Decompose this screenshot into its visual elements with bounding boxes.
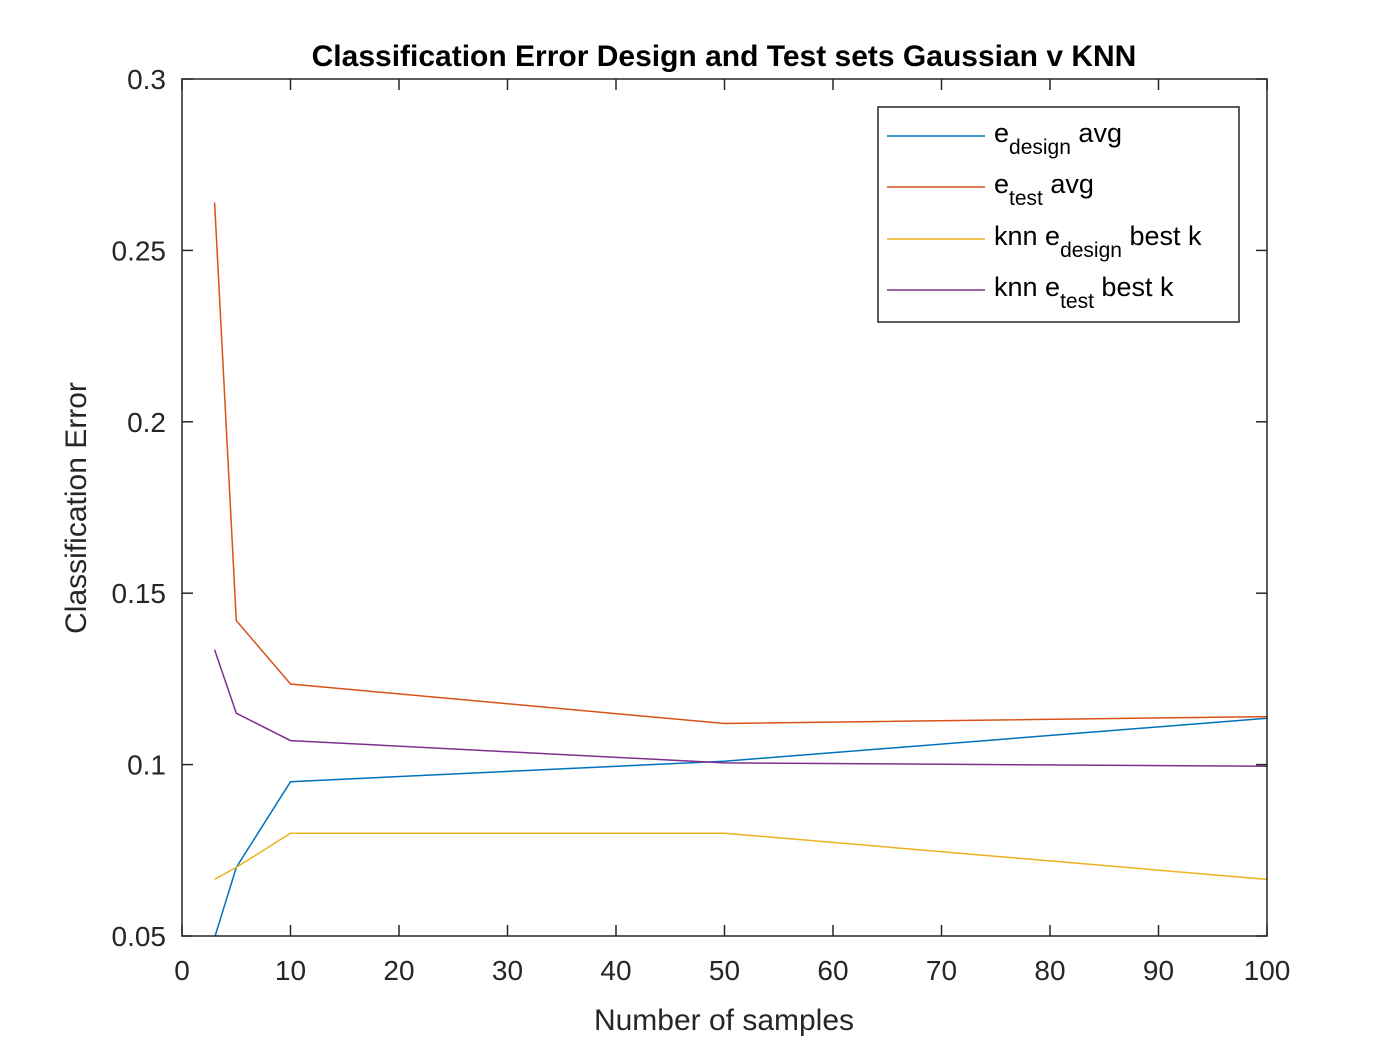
y-tick-label: 0.15	[112, 578, 167, 609]
x-tick-label: 40	[600, 955, 631, 986]
x-tick-label: 10	[275, 955, 306, 986]
x-tick-label: 70	[926, 955, 957, 986]
legend-label: edesign avg	[994, 118, 1122, 159]
series-lines	[213, 202, 1267, 936]
x-tick-label: 20	[383, 955, 414, 986]
y-tick-label: 0.1	[127, 750, 166, 781]
legend-entry-4: knn etest best k	[887, 272, 1174, 313]
legend-entry-2: etest avg	[887, 169, 1094, 210]
legend: edesign avg etest avg knn edesign best k kn…	[877, 106, 1240, 323]
x-tick-label: 30	[492, 955, 523, 986]
x-tick-label: 90	[1143, 955, 1174, 986]
legend-box	[877, 106, 1240, 323]
y-tick-label: 0.25	[112, 235, 167, 266]
y-tick-label: 0.2	[127, 407, 166, 438]
y-tick-label: 0.3	[127, 64, 166, 95]
series-line-3	[214, 832, 1267, 881]
x-tick-label: 0	[174, 955, 190, 986]
legend-entry-3: knn edesign best k	[887, 221, 1202, 262]
y-tick-labels: 0.05 0.1 0.15 0.2 0.25 0.3	[112, 64, 167, 952]
chart-title: Classification Error Design and Test set…	[312, 40, 1137, 73]
x-tick-label: 50	[709, 955, 740, 986]
series-line-2	[213, 202, 1267, 725]
x-tick-label: 60	[817, 955, 848, 986]
x-tick-label: 80	[1034, 955, 1065, 986]
y-axis-label: Classification Error	[60, 382, 93, 634]
x-axis-label: Number of samples	[594, 1004, 854, 1037]
x-tick-labels: 0 10 20 30 40 50 60 70 80 90 100	[174, 955, 1290, 986]
series-line-4	[213, 649, 1267, 768]
legend-label: knn edesign best k	[994, 221, 1202, 262]
axes-box	[181, 78, 1268, 937]
y-tick-label: 0.05	[112, 921, 167, 952]
legend-label: knn etest best k	[994, 272, 1174, 313]
x-tick-label: 100	[1244, 955, 1291, 986]
legend-label: etest avg	[994, 169, 1094, 210]
legend-entry-1: edesign avg	[887, 118, 1122, 159]
series-line-1	[214, 717, 1267, 936]
